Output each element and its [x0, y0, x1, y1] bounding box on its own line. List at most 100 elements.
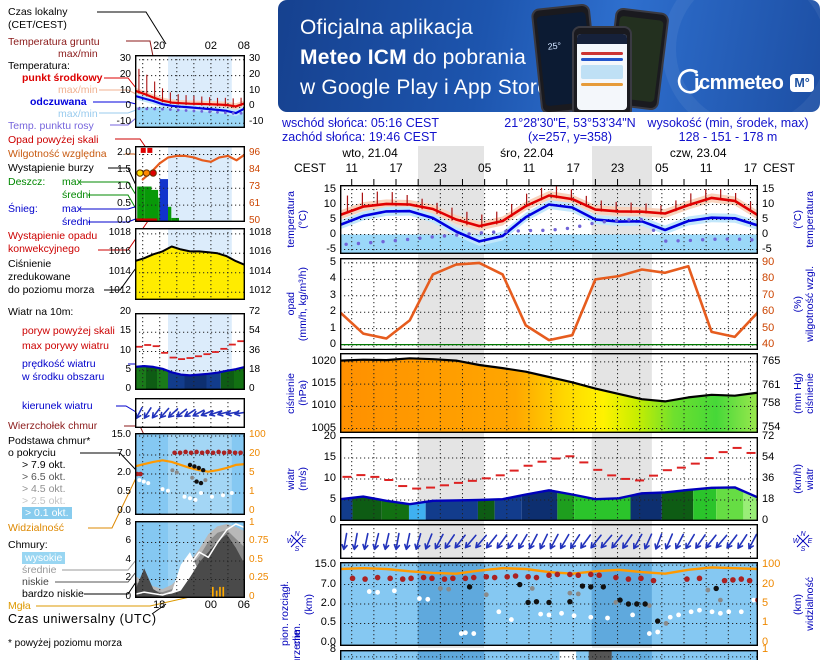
ytick-left-p4-20: 20 — [323, 430, 336, 442]
legend-o-pokryciu: o pokryciu — [8, 447, 56, 459]
chart-panel-m3 — [135, 228, 245, 300]
ytick-right-p4-0: 0 — [762, 514, 769, 526]
legend-widzialno-: Widzialność — [8, 522, 65, 534]
legend--redni: średni — [62, 216, 91, 228]
ytick-right-m7-0.25: 0.25 — [249, 572, 269, 584]
ytick-right-p1--5: -5 — [762, 242, 772, 255]
hour-label-2: 23 — [433, 161, 447, 175]
ytick-right-m4-54: 54 — [249, 325, 261, 337]
logo-swoosh-icon — [677, 69, 702, 94]
ytick-left-p2-4: 4 — [329, 272, 336, 285]
hour-label-5: 17 — [566, 161, 580, 175]
chart-panel-p4 — [340, 437, 758, 521]
ytick-left-p2-3: 3 — [329, 288, 336, 301]
ytick-right-m3-1012: 1012 — [249, 285, 272, 297]
svg-text:E: E — [808, 538, 813, 545]
legend-max: max — [62, 176, 82, 188]
legend-bardzo-niskie: bardzo niskie — [22, 588, 84, 600]
sunset-label: zachód słońca: 19:46 CEST — [282, 130, 437, 144]
ytick-left-m4-5: 5 — [125, 363, 131, 375]
ytick-left-m3-1016: 1016 — [108, 246, 131, 258]
ytick-right-p7-1: 1 — [762, 643, 769, 656]
ytick-left-m4-20: 20 — [119, 306, 131, 317]
ytick-right-m1-30: 30 — [249, 52, 261, 64]
legend--2-5-okt-: > 2.5 okt. — [22, 495, 66, 507]
hour-label-6: 23 — [610, 161, 625, 175]
legend-zredukowane: zredukowane — [8, 271, 71, 283]
legend-temp-punktu-rosy: Temp. punktu rosy — [8, 120, 94, 132]
hour-label-0: 11 — [345, 161, 358, 175]
legend-wilgotno-wzgl-dna: Wilgotność względna — [8, 148, 107, 160]
ytick-left-p6-0.0: 0.0 — [320, 635, 336, 648]
phone-mockup-center — [572, 26, 632, 112]
ytick-left-p3-1020: 1020 — [311, 354, 336, 367]
legend-ci-nienie: Ciśnienie — [8, 258, 52, 270]
day-label-2: czw, 23.04 — [669, 146, 727, 160]
banner-line1: Oficjalna aplikacja — [300, 16, 474, 39]
ytick-right-m1--10: -10 — [249, 116, 264, 128]
ytick-right-m4-0: 0 — [249, 383, 255, 394]
legend-wierzcho-ek-chmur: Wierzchołek chmur — [8, 420, 98, 432]
ytick-right-p4-36: 36 — [762, 472, 775, 484]
mini-hour-bottom-0: 18 — [153, 599, 166, 611]
ytick-left-m4-10: 10 — [119, 344, 131, 356]
ytick-left-p2-2: 2 — [329, 305, 336, 318]
hour-ticks-strip — [351, 179, 751, 185]
legend-max-min: max/min — [58, 84, 98, 96]
ytick-right-m2-61: 61 — [249, 198, 261, 210]
ytick-right-m7-0.5: 0.5 — [249, 553, 263, 565]
ytick-right-m7-1: 1 — [249, 516, 255, 528]
ytick-left-m6-7.0: 7.0 — [117, 448, 131, 460]
ytick-right-m3-1016: 1016 — [249, 246, 272, 258]
hour-label-7: 05 — [655, 161, 669, 175]
chart-panel-m4 — [135, 313, 245, 390]
ytick-right-m6-0: 0 — [249, 504, 255, 516]
legend-w-rodku-obszaru: w środku obszaru — [22, 371, 105, 383]
ytick-right-p6-5: 5 — [762, 597, 769, 609]
legend--7-9-okt-: > 7.9 okt. — [22, 459, 66, 471]
banner-line2: Meteo ICM do pobrania — [300, 46, 526, 70]
mini-hour-top-2: 08 — [237, 40, 251, 52]
banner-line2-rest: do pobrania — [406, 46, 526, 69]
timezone-label-right: CEST — [762, 161, 795, 175]
ytick-right-m2-50: 50 — [249, 215, 261, 226]
chart-panel-m6 — [135, 433, 245, 515]
legend-temperatura-: Temperatura: — [8, 60, 70, 72]
ytick-right-m1-10: 10 — [249, 84, 261, 96]
grid-xy-label: (x=257, y=358) — [527, 130, 613, 144]
ytick-left-p1-5: 5 — [329, 212, 336, 225]
timezone-label-left: CEST — [293, 161, 326, 175]
legend--4-5-okt-: > 4.5 okt. — [22, 483, 66, 495]
ytick-left-m1-30: 30 — [119, 52, 131, 64]
ytick-right-m6-20: 20 — [249, 448, 261, 460]
ytick-right-p2-60: 60 — [762, 305, 775, 318]
ytick-left-m2-0.0: 0.0 — [117, 215, 131, 226]
hour-label-4: 11 — [522, 161, 536, 175]
banner-app-name: Meteo ICM — [300, 46, 407, 69]
ytick-left-p1-10: 10 — [323, 197, 336, 210]
ytick-right-p6-20: 20 — [762, 577, 775, 590]
legend--rednie: średnie — [22, 564, 57, 576]
legend-wiatr-na-10m-: Wiatr na 10m: — [8, 306, 74, 318]
ytick-left-p6-0.5: 0.5 — [320, 616, 336, 629]
ytick-left-m4-15: 15 — [119, 325, 131, 337]
ytick-right-p2-40: 40 — [762, 338, 775, 351]
svg-text:W: W — [287, 538, 295, 545]
app-promo-banner[interactable]: Oficjalna aplikacja Meteo ICM do pobrani… — [278, 0, 820, 112]
chart-panel-m7 — [135, 521, 245, 598]
legend-niskie: niskie — [22, 576, 49, 588]
ytick-left-m2-2.0: 2.0 — [117, 147, 131, 159]
ytick-left-p3-1010: 1010 — [311, 399, 336, 412]
ytick-left-p3-1015: 1015 — [311, 377, 336, 390]
axis-title-r-p6: (km) widzialność — [792, 577, 816, 631]
hour-label-1: 17 — [389, 161, 403, 175]
ytick-right-m4-72: 72 — [249, 306, 261, 317]
ytick-right-p1-5: 5 — [762, 212, 769, 225]
banner-line3: w Google Play i App Store — [300, 76, 549, 99]
mini-hour-top-0: 20 — [153, 40, 166, 52]
ytick-right-m2-73: 73 — [249, 181, 261, 193]
legend-wyst-pienie-burzy: Wystąpienie burzy — [8, 162, 94, 174]
icmmeteo-logo: icmmeteo M° — [676, 66, 814, 100]
ytick-right-m2-84: 84 — [249, 164, 261, 176]
